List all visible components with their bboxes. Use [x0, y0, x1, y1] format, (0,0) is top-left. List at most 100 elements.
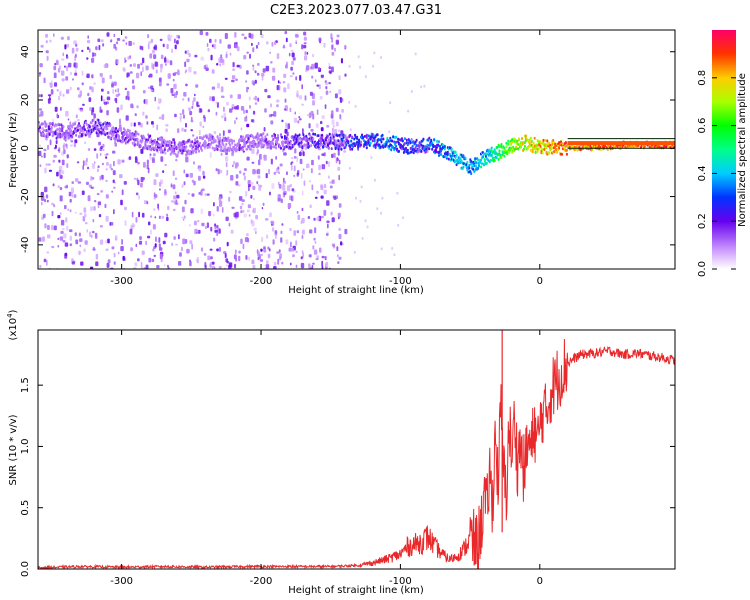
noise-speckle — [258, 186, 261, 191]
ridge-cell — [326, 134, 329, 138]
noise-speckle — [317, 155, 320, 160]
noise-speckle — [182, 238, 186, 245]
noise-speckle — [318, 37, 322, 42]
ridge-cell — [556, 150, 559, 154]
noise-speckle — [224, 253, 227, 258]
ridge-cell — [71, 125, 74, 129]
noise-speckle — [50, 89, 54, 95]
noise-speckle — [339, 114, 342, 120]
ridge-cell — [192, 149, 195, 153]
ridge-cell — [204, 143, 207, 147]
noise-speckle — [253, 97, 256, 100]
noise-speckle — [252, 81, 255, 86]
noise-speckle — [302, 128, 304, 135]
noise-speckle — [88, 97, 92, 102]
noise-speckle — [141, 212, 145, 218]
noise-speckle — [285, 37, 288, 43]
noise-speckle — [51, 210, 54, 217]
noise-speckle — [252, 169, 256, 175]
noise-speckle — [142, 177, 145, 181]
noise-speckle — [301, 103, 304, 106]
noise-speckle — [160, 156, 164, 162]
ridge-cell — [155, 143, 158, 147]
noise-speckle — [60, 230, 64, 234]
noise-speckle — [335, 157, 338, 164]
ridge-cell — [198, 144, 200, 148]
noise-speckle — [164, 63, 167, 66]
ridge-cell — [208, 145, 211, 149]
noise-speckle — [338, 256, 342, 260]
ridge-cell — [432, 145, 435, 149]
ridge-cell — [80, 134, 83, 138]
noise-speckle — [309, 229, 313, 234]
noise-speckle — [246, 86, 249, 93]
ridge-cell — [106, 131, 109, 135]
noise-speckle — [91, 163, 95, 169]
noise-speckle — [213, 43, 217, 50]
noise-speckle — [147, 235, 151, 239]
noise-speckle — [215, 168, 218, 172]
noise-speckle — [181, 206, 185, 213]
noise-speckle — [178, 234, 180, 240]
ridge-cell — [200, 145, 202, 149]
noise-speckle — [310, 168, 313, 174]
noise-speckle — [298, 151, 302, 157]
ridge-cell — [143, 146, 146, 150]
noise-speckle — [70, 71, 72, 76]
noise-speckle — [202, 170, 205, 176]
noise-speckle — [67, 36, 70, 41]
noise-speckle — [78, 107, 80, 111]
noise-speckle — [184, 199, 187, 205]
noise-speckle — [299, 75, 302, 81]
noise-speckle — [74, 139, 78, 144]
noise-speckle — [245, 233, 249, 237]
noise-speckle — [235, 174, 239, 179]
noise-speckle — [188, 66, 192, 73]
noise-speckle — [410, 90, 413, 93]
noise-speckle — [169, 35, 173, 38]
noise-speckle — [62, 240, 66, 243]
ridge-cell — [401, 139, 404, 143]
ridge-cell — [234, 143, 237, 147]
noise-speckle — [283, 108, 287, 111]
ridge-cell — [258, 143, 261, 147]
ridge-cell — [79, 131, 81, 135]
noise-speckle — [208, 211, 212, 217]
noise-speckle — [254, 70, 257, 74]
noise-speckle — [106, 32, 110, 37]
noise-speckle — [92, 246, 96, 251]
noise-speckle — [296, 90, 299, 95]
ridge-cell — [189, 149, 192, 153]
noise-speckle — [234, 249, 237, 254]
ridge-cell — [298, 133, 301, 137]
noise-speckle — [353, 250, 356, 254]
noise-speckle — [306, 65, 310, 71]
noise-speckle — [236, 64, 240, 68]
noise-speckle — [231, 79, 235, 83]
ridge-cell — [74, 122, 77, 126]
noise-speckle — [99, 152, 102, 157]
ridge-cell — [312, 137, 315, 141]
noise-speckle — [91, 107, 95, 113]
noise-speckle — [138, 240, 143, 245]
ridge-cell — [367, 141, 370, 144]
ridge-cell — [123, 128, 126, 132]
ridge-cell — [490, 153, 493, 157]
noise-speckle — [41, 201, 43, 206]
noise-speckle — [213, 213, 215, 217]
noise-speckle — [308, 254, 312, 258]
noise-speckle — [354, 104, 357, 108]
noise-speckle — [226, 241, 229, 247]
x-tick-label-spectrogram: -300 — [110, 276, 133, 287]
noise-speckle — [145, 99, 148, 105]
noise-speckle — [105, 156, 108, 159]
noise-speckle — [290, 165, 293, 171]
noise-speckle — [81, 190, 85, 195]
ridge-cell — [405, 138, 408, 142]
noise-speckle — [69, 243, 73, 247]
noise-speckle — [49, 39, 52, 43]
noise-speckle — [140, 182, 143, 188]
noise-speckle — [89, 107, 93, 111]
noise-speckle — [126, 90, 130, 97]
noise-speckle — [198, 175, 201, 181]
